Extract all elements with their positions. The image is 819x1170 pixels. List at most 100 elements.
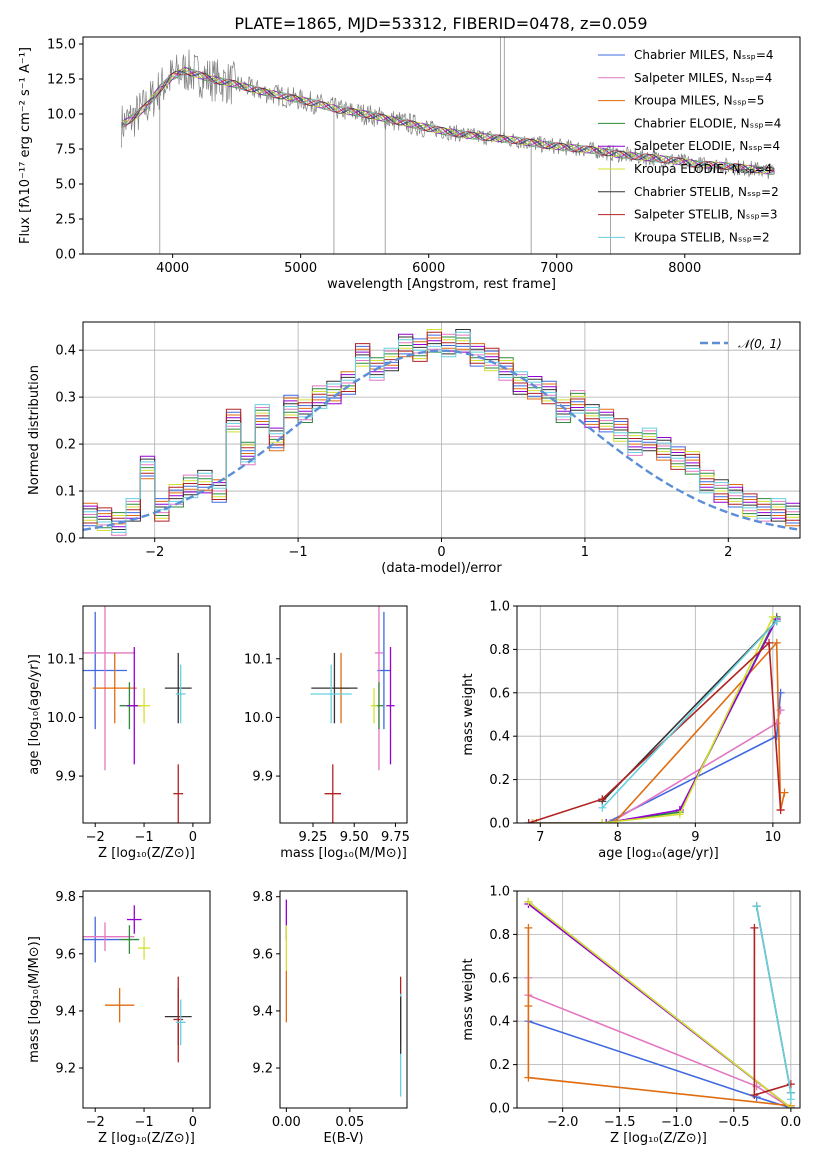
mass-vs-Z-ylabel: mass [log₁₀(M/M⊙)] [27, 936, 42, 1063]
weight-vs-age-series-marker [609, 819, 618, 823]
weight-vs-age-series-marker [524, 819, 533, 823]
weight-vs-Z-series-marker [524, 1073, 533, 1082]
residuals-ytick-label: 0.2 [55, 438, 76, 453]
residuals-xtick-label: 0 [437, 545, 445, 560]
residuals-plot-area [83, 329, 800, 536]
mass-vs-Z-xtick-label: 0 [189, 1115, 197, 1130]
residuals-ytick-label: 0.0 [55, 532, 76, 547]
weight-vs-Z-series-marker [524, 923, 533, 932]
spectrum-ytick-label: 10.0 [47, 108, 76, 123]
weight-vs-Z-series-line [527, 927, 791, 1107]
residual-legend-label: 𝒩(0, 1) [738, 337, 782, 351]
mass-vs-Z-xtick-label: −1 [134, 1115, 153, 1130]
mass-vs-EBV-plot-area [285, 899, 402, 1097]
spectrum-xtick-label: 5000 [284, 261, 317, 276]
age-vs-mass-plot-area [310, 606, 395, 823]
weight-vs-Z-xtick-label: −2.0 [547, 1115, 579, 1130]
spectrum-xlabel: wavelength [Angstrom, rest frame] [327, 277, 556, 292]
age-vs-mass-ytick-label: 10.1 [244, 652, 273, 667]
residual-step-line [83, 331, 800, 524]
spectrum-frame [82, 36, 801, 255]
weight-vs-Z-series-marker [786, 1080, 795, 1089]
weight-vs-age-series-marker [764, 638, 773, 647]
age-vs-mass-ytick-label: 9.9 [252, 770, 273, 785]
spectrum-legend-label: Chabrier ELODIE, Nₛₛₚ=4 [634, 116, 781, 130]
weight-vs-Z-series-line [755, 906, 792, 1100]
age-vs-Z-xtick-label: −2 [86, 830, 105, 845]
mass-vs-EBV-xlabel: E(B-V) [323, 1131, 363, 1146]
residual-step-line [83, 331, 800, 533]
age-vs-mass-frame [279, 605, 408, 824]
weight-vs-age-series-marker [772, 638, 781, 647]
age-vs-Z-xtick-label: −1 [134, 830, 153, 845]
mass-vs-Z-xlabel: Z [log₁₀(Z/Z⊙)] [98, 1131, 195, 1146]
weight-vs-age-xlabel: age [log₁₀(age/yr)] [598, 846, 719, 861]
weight-vs-age-plot-area [524, 612, 789, 823]
mass-vs-EBV-ytick-label: 9.8 [252, 890, 273, 905]
age-vs-Z-xlabel: Z [log₁₀(Z/Z⊙)] [98, 846, 195, 861]
spectrum-model-line [121, 69, 775, 176]
weight-vs-age-ytick-label: 0.8 [489, 643, 510, 658]
weight-vs-Z-series-marker [524, 897, 533, 906]
age-vs-Z-plot-area [83, 606, 192, 823]
weight-vs-age-xtick-label: 7 [536, 830, 544, 845]
weight-vs-Z-series-marker [786, 1104, 795, 1108]
weight-vs-age-ytick-label: 1.0 [489, 600, 510, 615]
spectrum-legend-label: Chabrier STELIB, Nₛₛₚ=2 [634, 185, 779, 199]
weight-vs-age-ytick-label: 0.6 [489, 686, 510, 701]
age-vs-Z-ytick-label: 9.9 [55, 770, 76, 785]
weight-vs-Z-plot-area [524, 897, 795, 1108]
mass-vs-Z-ytick-label: 9.2 [55, 1062, 76, 1077]
spectrum-ytick-label: 0.0 [55, 248, 76, 263]
weight-vs-Z-ytick-label: 1.0 [489, 885, 510, 900]
spectrum-ylabel: Flux [fλ10⁻¹⁷ erg cm⁻² s⁻¹ A⁻¹] [18, 47, 33, 244]
residuals-xtick-label: 1 [581, 545, 589, 560]
weight-vs-Z-ytick-label: 0.0 [489, 1102, 510, 1117]
residuals-ytick-label: 0.4 [55, 344, 76, 359]
mass-vs-EBV-ytick-label: 9.2 [252, 1062, 273, 1077]
mass-vs-Z-xtick-label: −2 [86, 1115, 105, 1130]
weight-vs-age-series-marker [606, 819, 615, 823]
weight-vs-age-series-line [601, 620, 778, 809]
spectrum-data-line [121, 49, 775, 180]
weight-vs-age-series-line [528, 692, 782, 823]
weight-vs-Z-ylabel: mass weight [461, 958, 476, 1040]
weight-vs-Z-ytick-label: 0.8 [489, 928, 510, 943]
age-vs-mass-ytick-label: 10.0 [244, 711, 273, 726]
spectrum-xtick-label: 8000 [668, 261, 701, 276]
spectrum-legend-label: Kroupa ELODIE, Nₛₛₚ=4 [634, 162, 772, 176]
mass-vs-Z-ytick-label: 9.4 [55, 1004, 76, 1019]
age-vs-Z-frame [82, 605, 211, 824]
residuals-ylabel: Normed distribution [27, 365, 42, 495]
weight-vs-age-series-line [532, 616, 778, 823]
mass-vs-EBV-ytick-label: 9.6 [252, 947, 273, 962]
age-vs-mass-xlabel: mass [log₁₀(M/M⊙)] [280, 846, 407, 861]
weight-vs-Z-series-line [527, 977, 792, 1108]
weight-vs-age-series-line [532, 616, 774, 823]
weight-vs-Z-series-marker [752, 902, 761, 911]
weight-vs-age-xtick-label: 8 [614, 830, 622, 845]
spectrum-model-line [121, 68, 775, 174]
weight-vs-Z-frame [516, 890, 801, 1109]
spectrum-ytick-label: 7.5 [55, 143, 76, 158]
spectrum-ytick-label: 5.0 [55, 178, 76, 193]
gaussian-line [83, 349, 800, 531]
spectrum-model-line [121, 71, 775, 173]
age-vs-Z-ylabel: age [log₁₀(age/yr)] [27, 654, 42, 775]
weight-vs-Z-ytick-label: 0.4 [489, 1015, 510, 1030]
weight-vs-age-ytick-label: 0.4 [489, 730, 510, 745]
weight-vs-age-series-marker [776, 805, 785, 814]
age-vs-mass-xtick-label: 9.75 [381, 830, 410, 845]
weight-vs-age-xtick-label: 10 [765, 830, 782, 845]
weight-vs-age-ytick-label: 0.2 [489, 773, 510, 788]
spectrum-legend-label: Kroupa STELIB, Nₛₛₚ=2 [634, 230, 770, 244]
weight-vs-age-series-marker [780, 788, 789, 797]
weight-vs-Z-series-marker [750, 923, 759, 932]
mass-vs-EBV-ytick-label: 9.4 [252, 1004, 273, 1019]
weight-vs-age-ylabel: mass weight [461, 673, 476, 755]
weight-vs-Z-xtick-label: −0.5 [718, 1115, 750, 1130]
weight-vs-Z-xtick-label: −1.0 [661, 1115, 693, 1130]
weight-vs-age-series-marker [528, 819, 537, 823]
